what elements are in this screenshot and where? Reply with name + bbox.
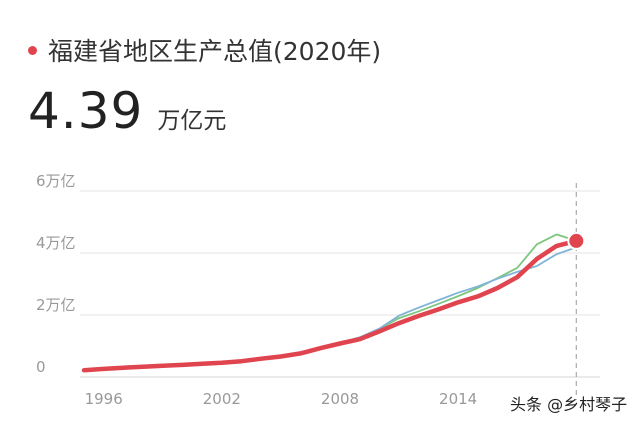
highlight-point (567, 231, 586, 250)
page-title: 福建省地区生产总值(2020年) (48, 37, 382, 66)
label-layer: 0 2万亿 4万亿 6万亿 1996 2002 2008 2014 (36, 172, 477, 408)
value-row: 4.39 万亿元 (28, 82, 226, 140)
y-tick-label-3: 6万亿 (36, 172, 76, 190)
x-tick-label-1: 2002 (203, 390, 241, 408)
y-tick-label-2: 4万亿 (36, 234, 76, 252)
x-tick-label-2: 2008 (321, 390, 359, 408)
series-line-2 (81, 238, 579, 373)
headline-unit: 万亿元 (157, 108, 227, 134)
series-line-0 (83, 233, 578, 372)
x-tick-label-0: 1996 (85, 390, 123, 408)
series-line-1 (83, 246, 578, 372)
marker-layer (567, 231, 586, 250)
x-tick-label-3: 2014 (439, 390, 477, 408)
watermark: 头条 @乡村琴子 (510, 395, 628, 414)
title-dot-icon (28, 45, 37, 55)
series-layer (81, 233, 579, 373)
headline-value: 4.39 (28, 82, 144, 140)
grid-layer (80, 183, 600, 400)
y-tick-label-1: 2万亿 (36, 296, 76, 314)
y-tick-label-0: 0 (36, 358, 46, 376)
title-row: 福建省地区生产总值(2020年) (28, 32, 381, 68)
